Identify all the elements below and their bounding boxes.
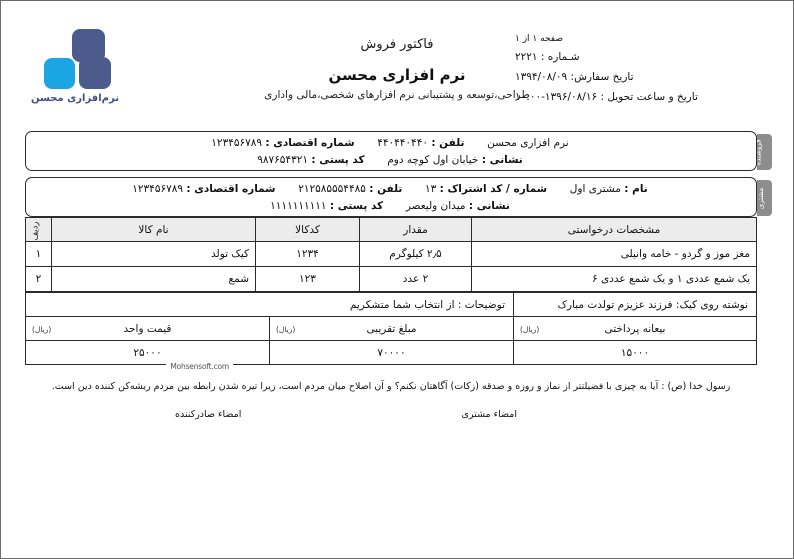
customer-econ-value: ۱۲۳۴۵۶۷۸۹ — [132, 183, 184, 195]
cell-index: ۲ — [25, 266, 52, 292]
unit-price-label: قیمت واحد — [123, 322, 172, 335]
customer-postal-label: کد پستی : — [329, 200, 384, 212]
customer-line-1: نام : مشتری اول شماره / کد اشتراک : ۱۳ ت… — [36, 181, 744, 198]
seller-phone-label: تلفن : — [431, 137, 465, 149]
items-table: مشخصات درخواستی مقدار کدکالا نام کالا رد… — [25, 217, 757, 292]
logo-mark-icon — [39, 29, 111, 91]
cake-text-cell: نوشته روی کیک: فرزند عزیزم تولدت مبارک — [513, 292, 757, 317]
notes-row: نوشته روی کیک: فرزند عزیزم تولدت مبارک ت… — [25, 292, 757, 317]
seller-tab-label: فروشنده — [757, 134, 772, 170]
header-quantity: مقدار — [359, 217, 472, 242]
customer-postal-value: ۱۱۱۱۱۱۱۱۱۱ — [270, 200, 327, 212]
meta-delivery-date: تاریخ و ساعت تحویل : ۱۳۹۶/۰۸/۱۶-۱۰:۰۰ — [515, 91, 698, 103]
customer-address-value: میدان ولیعصر — [405, 200, 466, 212]
table-row: یک شمع عددی ۱ و یک شمع عددی ۶ ۲ عدد ۱۲۳ … — [25, 266, 757, 292]
cell-index: ۱ — [25, 241, 52, 267]
cell-code: ۱۲۳ — [255, 266, 360, 292]
customer-phone-label: تلفن : — [369, 183, 403, 195]
meta-order-date: تاریخ سفارش: ۱۳۹۴/۰۸/۰۹ — [515, 71, 634, 83]
header-code: کدکالا — [255, 217, 360, 242]
description-cell: توضیحات : از انتخاب شما متشکریم — [25, 292, 514, 317]
customer-box: مشتری نام : مشتری اول شماره / کد اشتراک … — [25, 177, 772, 217]
customer-phone-value: ۲۱۲۵۸۵۵۵۴۴۸۵ — [298, 183, 366, 195]
header-index-text: ردیف — [30, 220, 41, 241]
customer-signature-label: امضاء مشتری — [461, 409, 517, 420]
party-section: فروشنده نرم افزاری محسن تلفن : ۴۴۰۴۴۰۴۴۰… — [25, 131, 772, 223]
unit-price-currency-unit: (ریال) — [32, 325, 52, 334]
seller-address-label: نشانی : — [481, 154, 523, 166]
cell-code: ۱۲۳۴ — [255, 241, 360, 267]
seller-econ-value: ۱۲۳۴۵۶۷۸۹ — [211, 137, 263, 149]
meta-page: صفحه ۱ از ۱ — [515, 34, 563, 44]
seller-address-value: خیابان اول کوچه دوم — [387, 154, 479, 166]
customer-tab-text: مشتری — [757, 187, 765, 210]
cell-name: کیک تولد — [51, 241, 256, 267]
seller-box: فروشنده نرم افزاری محسن تلفن : ۴۴۰۴۴۰۴۴۰… — [25, 131, 772, 171]
customer-line-2: نشانی : میدان ولیعصر کد پستی : ۱۱۱۱۱۱۱۱۱… — [36, 198, 744, 215]
approx-header: مبلغ تقریبی (ریال) — [269, 316, 514, 341]
company-name: نرم افزاری محسن — [328, 66, 466, 84]
seller-postal-label: کد پستی : — [311, 154, 365, 166]
customer-name-label: نام : — [624, 183, 648, 195]
logo-caption: نرم‌افزاری محسن — [31, 93, 119, 104]
logo-square-right-icon — [79, 57, 111, 89]
cell-name: شمع — [51, 266, 256, 292]
seller-postal-value: ۹۸۷۶۵۴۳۲۱ — [257, 154, 309, 166]
customer-address-label: نشانی : — [468, 200, 510, 212]
approx-currency-unit: (ریال) — [276, 325, 296, 334]
customer-econ-label: شماره اقتصادی : — [186, 183, 276, 195]
header-index: ردیف — [25, 217, 52, 242]
customer-name-value: مشتری اول — [569, 183, 621, 195]
document-title: فاکتور فروش — [360, 37, 434, 52]
seller-phone-value: ۴۴۰۴۴۰۴۴۰ — [377, 137, 428, 149]
cell-specs: مغز موز و گردو - خامه وانیلی — [471, 241, 757, 267]
watermark: Mohsensoft.com — [166, 362, 233, 371]
header-name: نام کالا — [51, 217, 256, 242]
document-meta: صفحه ۱ از ۱ شـماره : ۲۲۲۱ تاریخ سفارش: ۱… — [515, 31, 755, 107]
unit-price-header: قیمت واحد (ریال) — [25, 316, 270, 341]
customer-subscription-label: شماره / کد اشتراک : — [439, 183, 548, 195]
deposit-value: ۱۵۰۰۰ — [513, 340, 757, 365]
deposit-header: بیعانه پرداختی (ریال) — [513, 316, 757, 341]
approx-label: مبلغ تقریبی — [366, 322, 417, 335]
document-header: نرم‌افزاری محسن فاکتور فروش نرم افزاری م… — [1, 1, 793, 123]
logo-square-accent-icon — [44, 58, 75, 89]
totals-value-row: ۱۵۰۰۰ ۷۰۰۰۰ ۲۵۰۰۰ — [25, 340, 757, 365]
customer-tab-label: مشتری — [757, 180, 772, 216]
company-logo: نرم‌افزاری محسن — [25, 29, 125, 104]
meta-number: شـماره : ۲۲۲۱ — [515, 51, 580, 63]
seller-line-1: نرم افزاری محسن تلفن : ۴۴۰۴۴۰۴۴۰ شماره ا… — [36, 135, 744, 152]
company-tagline: طراحی،توسعه و پشتیبانی نرم افزارهای شخصی… — [264, 89, 530, 101]
title-block: فاکتور فروش نرم افزاری محسن طراحی،توسعه … — [1, 37, 793, 101]
cell-quantity: ۲٫۵ کیلوگرم — [359, 241, 472, 267]
seller-tab-text: فروشنده — [757, 139, 763, 166]
header-specs: مشخصات درخواستی — [471, 217, 757, 242]
seller-line-2: نشانی : خیابان اول کوچه دوم کد پستی : ۹۸… — [36, 152, 744, 169]
table-row: مغز موز و گردو - خامه وانیلی ۲٫۵ کیلوگرم… — [25, 241, 757, 267]
totals-header-row: بیعانه پرداختی (ریال) مبلغ تقریبی (ریال)… — [25, 316, 757, 341]
deposit-label: بیعانه پرداختی — [604, 322, 666, 335]
totals-table: نوشته روی کیک: فرزند عزیزم تولدت مبارک ت… — [25, 292, 757, 365]
issuer-signature-label: امضاء صادرکننده — [175, 409, 242, 420]
unit-price-value: ۲۵۰۰۰ — [25, 340, 270, 365]
hadith-quote: رسول خدا (ص) : آیا به چیزی با فضیلتتر از… — [51, 381, 731, 392]
approx-value: ۷۰۰۰۰ — [269, 340, 514, 365]
items-table-header-row: مشخصات درخواستی مقدار کدکالا نام کالا رد… — [25, 217, 757, 242]
deposit-currency-unit: (ریال) — [520, 325, 540, 334]
document-footer: رسول خدا (ص) : آیا به چیزی با فضیلتتر از… — [25, 379, 757, 427]
seller-name-value: نرم افزاری محسن — [487, 137, 569, 149]
cell-quantity: ۲ عدد — [359, 266, 472, 292]
logo-square-top-icon — [72, 29, 105, 62]
cell-specs: یک شمع عددی ۱ و یک شمع عددی ۶ — [471, 266, 757, 292]
customer-subscription-value: ۱۳ — [425, 183, 437, 195]
seller-econ-label: شماره اقتصادی : — [265, 137, 355, 149]
signature-row: امضاء مشتری امضاء صادرکننده — [25, 409, 757, 427]
